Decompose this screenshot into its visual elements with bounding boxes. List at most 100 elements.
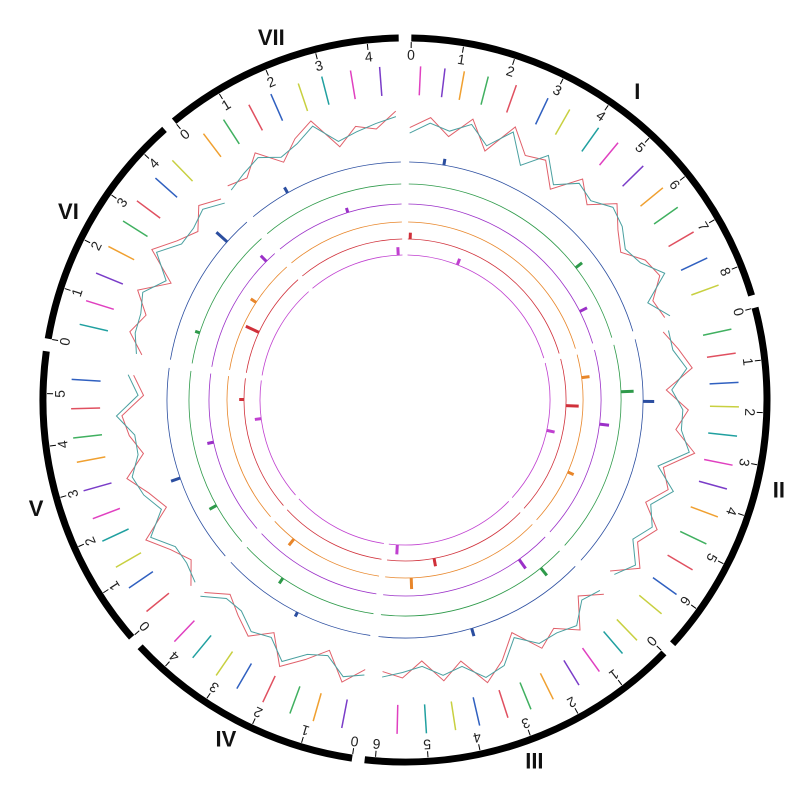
ring-baseline: [279, 203, 402, 250]
tick-label: 0: [56, 336, 73, 347]
ring-baseline: [549, 349, 602, 533]
ring-spike: [432, 558, 437, 567]
tick-label: 1: [606, 666, 622, 684]
line-track: [129, 198, 222, 356]
tick-label: 1: [105, 578, 123, 593]
feature-stripe: [603, 630, 624, 654]
feature-stripe: [698, 480, 728, 490]
feature-stripe: [128, 571, 154, 589]
tick-label: 2: [564, 693, 579, 711]
tick-label: 2: [87, 239, 105, 253]
feature-stripe: [554, 109, 571, 136]
tick-label: 1: [299, 722, 311, 740]
feature-stripe: [458, 71, 466, 100]
tick-mark: [60, 495, 67, 498]
tick-mark: [644, 137, 650, 143]
ring-baseline: [580, 339, 644, 561]
ring-baseline: [286, 509, 382, 560]
tick-label: 1: [218, 96, 233, 114]
line-track: [610, 331, 696, 572]
tick-mark: [745, 308, 752, 311]
tick-mark: [656, 645, 662, 651]
tick-mark: [717, 560, 724, 565]
chromosome-label: VI: [58, 199, 79, 224]
chromosome-label: II: [773, 477, 785, 502]
ring-spike: [579, 306, 588, 313]
feature-stripe: [709, 381, 739, 385]
tick-label: 4: [54, 439, 71, 449]
tick-label: 3: [64, 488, 82, 500]
feature-stripe: [76, 456, 106, 463]
feature-stripe: [598, 142, 619, 166]
feature-stripe: [222, 119, 240, 145]
feature-stripe: [154, 177, 178, 198]
tick-label: 4: [723, 505, 741, 518]
feature-stripe: [215, 651, 234, 676]
ring-spike: [245, 324, 260, 334]
tick-label: 4: [593, 107, 609, 125]
tick-mark: [315, 53, 318, 60]
ring-spike: [207, 440, 214, 445]
tick-label: 4: [145, 155, 162, 172]
tick-label: 7: [695, 219, 713, 234]
feature-stripe: [702, 328, 732, 336]
chromosome-label: I: [634, 79, 640, 104]
chromosome-arc: [39, 350, 135, 640]
feature-stripe: [652, 576, 677, 596]
tick-label: 0: [349, 733, 359, 750]
chromosome-arc: [364, 650, 667, 766]
ring-spike: [293, 611, 299, 618]
tick-label: 5: [632, 139, 649, 156]
ring-spike: [259, 254, 268, 263]
ring-spike: [574, 261, 583, 269]
ring-baseline: [243, 378, 284, 506]
feature-stripe: [616, 618, 638, 641]
feature-stripe: [706, 352, 736, 358]
tick-label: 2: [81, 534, 99, 548]
ring-spike: [599, 422, 610, 427]
ring-spike: [278, 577, 285, 585]
tick-label: 3: [736, 457, 753, 468]
ring-spike: [455, 258, 462, 266]
tick-mark: [206, 692, 211, 699]
tick-label: 5: [52, 390, 68, 398]
tick-mark: [708, 219, 715, 224]
feature-stripe: [248, 104, 264, 131]
ring-baseline: [261, 533, 377, 595]
chromosome-label: III: [525, 748, 543, 773]
feature-stripe: [85, 299, 115, 311]
tick-mark: [738, 513, 745, 516]
ring-baseline: [298, 498, 384, 544]
feature-stripe: [539, 672, 554, 700]
chromosome-label: V: [29, 496, 44, 521]
tick-label: 3: [113, 194, 131, 210]
feature-stripe: [653, 206, 679, 225]
tick-mark: [78, 543, 85, 548]
feature-stripe: [312, 693, 322, 722]
ring-baseline: [523, 358, 567, 509]
ring-baseline: [536, 354, 584, 521]
feature-stripe: [679, 530, 707, 545]
tick-mark: [512, 58, 515, 65]
ring-baseline: [211, 253, 276, 367]
feature-stripe: [519, 682, 532, 710]
feature-stripe: [472, 697, 481, 726]
tick-label: 3: [206, 679, 222, 697]
tick-mark: [165, 661, 170, 667]
tick-label: 3: [313, 57, 325, 74]
feature-stripe: [505, 84, 518, 113]
tick-mark: [751, 463, 758, 466]
tick-mark: [103, 589, 109, 594]
tick-label: 5: [703, 551, 721, 565]
feature-stripe: [480, 76, 489, 105]
tick-mark: [52, 338, 59, 341]
feature-stripe: [92, 507, 121, 520]
feature-stripe: [691, 284, 719, 296]
line-track: [204, 591, 366, 683]
feature-stripe: [680, 257, 708, 271]
line-track: [409, 117, 666, 318]
ring-baseline: [378, 566, 576, 639]
feature-stripe: [71, 407, 101, 410]
tick-label: 1: [740, 357, 757, 367]
feature-stripe: [83, 482, 112, 492]
